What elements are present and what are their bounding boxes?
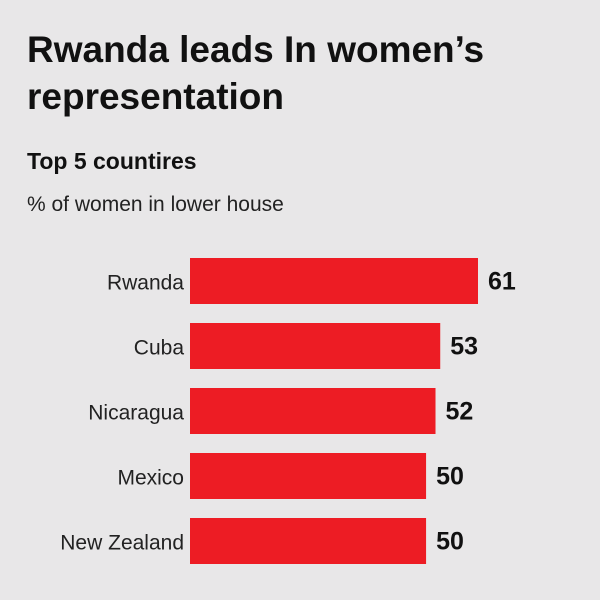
bar [190, 453, 427, 499]
value-label: 61 [488, 268, 516, 296]
category-label: Cuba [134, 337, 185, 360]
bar [190, 323, 441, 369]
value-label: 53 [450, 333, 478, 361]
category-label: Rwanda [107, 272, 184, 295]
chart-title: Rwanda leads In women’s representation [27, 29, 485, 117]
value-label: 52 [446, 398, 474, 426]
category-label: Nicaragua [88, 402, 184, 425]
bar [190, 388, 436, 434]
category-label: New Zealand [60, 532, 184, 555]
chart-subtitle: Top 5 countires [27, 148, 197, 174]
bar [190, 258, 478, 304]
value-label: 50 [436, 528, 464, 556]
chart-caption: % of women in lower house [27, 193, 284, 216]
value-label: 50 [436, 463, 464, 491]
category-label: Mexico [117, 467, 184, 490]
bar [190, 518, 427, 564]
